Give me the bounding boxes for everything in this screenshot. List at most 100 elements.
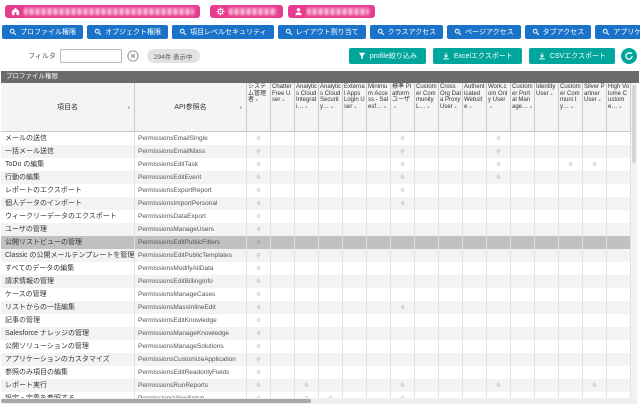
download-icon xyxy=(539,52,545,60)
table-row[interactable]: Salesforce ナレッジの管理 PermissionsManageKnowl… xyxy=(1,327,631,340)
permission-cell xyxy=(511,236,535,249)
permission-cell xyxy=(607,210,631,223)
column-header-profile-10[interactable]: Work.com Only User▲ xyxy=(487,83,511,131)
permission-cell xyxy=(391,366,415,379)
table-row[interactable]: アプリケーションのカスタマイズ PermissionsCustomizeAppli… xyxy=(1,353,631,366)
permission-cell xyxy=(511,366,535,379)
clear-filter-button[interactable] xyxy=(127,50,139,62)
permission-cell xyxy=(415,171,439,184)
nav-object-permissions-button[interactable]: オブジェクト権限 xyxy=(87,25,168,39)
permission-granted-mark: ○ xyxy=(247,249,271,262)
permission-cell xyxy=(535,314,559,327)
column-header-profile-7[interactable]: Customer Community L…▲ xyxy=(415,83,439,131)
table-row[interactable]: リストからの一括編集 PermissionsMassInlineEdit ○ ○ xyxy=(1,301,631,314)
nav-profile-permissions-button[interactable]: プロファイル権限 xyxy=(2,25,83,39)
profile-permissions-table: 項目名 ▲ API参照名 ▲ システム管理者▲ Chatter Free User▲ Ana… xyxy=(1,83,637,404)
permission-cell xyxy=(463,353,487,366)
column-header-profile-2[interactable]: Analytics Cloud Integrati…▲ xyxy=(295,83,319,131)
permission-cell xyxy=(415,249,439,262)
table-row[interactable]: レポートのエクスポート PermissionsExportReport ○ ○ xyxy=(1,184,631,197)
table-row[interactable]: ウィークリーデータのエクスポート PermissionsDataExport ○ xyxy=(1,210,631,223)
permission-cell xyxy=(271,132,295,145)
profile-filter-button[interactable]: profile絞り込み xyxy=(348,48,426,64)
permission-label: ウィークリーデータのエクスポート xyxy=(1,210,135,223)
table-row[interactable]: 参照のみ項目の編集 PermissionsEditReadonlyFields ○ xyxy=(1,366,631,379)
table-row[interactable]: 公開リストビューの管理 PermissionsEditPublicFilters ○ xyxy=(1,236,631,249)
nav-tab-access-button[interactable]: タブアクセス xyxy=(524,25,592,39)
refresh-button[interactable] xyxy=(621,48,637,64)
column-header-profile-13[interactable]: Customer Communi ty…▲ xyxy=(559,83,583,131)
table-row[interactable]: 請求情報の管理 PermissionsEditBillingInfo ○ xyxy=(1,275,631,288)
permission-cell xyxy=(415,366,439,379)
permission-cell xyxy=(487,314,511,327)
table-row[interactable]: 記事の管理 PermissionsEditKnowledge ○ xyxy=(1,314,631,327)
table-row[interactable]: ユーザの管理 PermissionsManageUsers ○ xyxy=(1,223,631,236)
column-header-profile-5[interactable]: Minimum Access - Salesf…▲ xyxy=(367,83,391,131)
permission-cell xyxy=(271,288,295,301)
column-header-item-name[interactable]: 項目名 ▲ xyxy=(1,83,135,131)
column-header-profile-11[interactable]: Customer Portal Manage…▲ xyxy=(511,83,535,131)
table-row[interactable]: 設定・定義を参照するPermissionsViewSetup○○○○ xyxy=(1,392,631,398)
permission-cell xyxy=(415,301,439,314)
permission-cell xyxy=(415,236,439,249)
column-header-profile-6[interactable]: 標準 Platform ユーザ▲ xyxy=(391,83,415,131)
column-header-profile-9[interactable]: Authenticated Website▲ xyxy=(463,83,487,131)
permission-cell xyxy=(535,236,559,249)
funnel-icon xyxy=(358,52,366,60)
column-header-profile-12[interactable]: Identity User▲ xyxy=(535,83,559,131)
table-row[interactable]: レポート実行 PermissionsRunReports ○ ○ ○ ○ ○ xyxy=(1,379,631,392)
environment-badge[interactable] xyxy=(210,4,283,18)
user-badge[interactable] xyxy=(288,4,375,18)
nav-field-level-security-button[interactable]: 項目レベルセキュリティ xyxy=(172,25,274,39)
permission-cell xyxy=(295,275,319,288)
permission-cell xyxy=(463,314,487,327)
permission-cell xyxy=(511,184,535,197)
permission-granted-mark: ○ xyxy=(247,353,271,366)
column-header-profile-0[interactable]: システム管理者▲ xyxy=(247,83,271,131)
permission-cell xyxy=(271,184,295,197)
column-header-profile-3[interactable]: Analytics Cloud Security…▲ xyxy=(319,83,343,131)
permission-cell xyxy=(535,158,559,171)
table-row[interactable]: メールの送信 PermissionsEmailSingle ○ ○ ○ xyxy=(1,132,631,145)
nav-application-access-button[interactable]: アプリケーションアクセス xyxy=(595,25,640,39)
column-header-profile-14[interactable]: Silver Partner User▲ xyxy=(583,83,607,131)
permission-cell xyxy=(559,171,583,184)
permission-cell xyxy=(487,210,511,223)
sort-arrow-icon: ▲ xyxy=(304,104,309,110)
permission-cell xyxy=(487,340,511,353)
permission-cell xyxy=(319,145,343,158)
permission-cell xyxy=(439,379,463,392)
table-row[interactable]: 行動の編集 PermissionsEditEvent ○ ○ ○ xyxy=(1,171,631,184)
column-header-profile-15[interactable]: High Volume Custome…▲ xyxy=(607,83,631,131)
table-row[interactable]: Classic の公開メールテンプレートを管理 PermissionsEditPu… xyxy=(1,249,631,262)
column-header-api-name[interactable]: API参照名 ▲ xyxy=(135,83,247,131)
table-row[interactable]: 個人データのインポート PermissionsImportPersonal ○ ○ xyxy=(1,197,631,210)
excel-export-button[interactable]: Excelエクスポート xyxy=(432,48,522,64)
table-row[interactable]: ケースの管理 PermissionsManageCases ○ xyxy=(1,288,631,301)
table-row[interactable]: すべてのデータの編集 PermissionsModifyAllData ○ xyxy=(1,262,631,275)
nav-page-access-button[interactable]: ページアクセス xyxy=(447,25,521,39)
column-header-profile-1[interactable]: Chatter Free User▲ xyxy=(271,83,295,131)
permission-cell xyxy=(439,223,463,236)
column-header-profile-8[interactable]: Cross Org Data Proxy User▲ xyxy=(439,83,463,131)
vertical-scrollbar[interactable] xyxy=(631,83,637,398)
horizontal-scrollbar[interactable] xyxy=(1,398,637,404)
permission-cell xyxy=(295,132,319,145)
table-row[interactable]: 公開ソリューションの管理 PermissionsManageSolutions ○ xyxy=(1,340,631,353)
permission-api-name: PermissionsViewSetup xyxy=(135,392,247,398)
csv-export-button[interactable]: CSVエクスポート xyxy=(528,48,615,64)
org-badge[interactable] xyxy=(5,4,200,18)
permission-granted-mark: ○ xyxy=(247,145,271,158)
user-icon xyxy=(295,7,302,15)
table-row[interactable]: ToDo の編集 PermissionsEditTask ○ ○ ○ ○ ○ xyxy=(1,158,631,171)
table-row[interactable]: 一括メール送信 PermissionsEmailMass ○ ○ ○ xyxy=(1,145,631,158)
filter-input[interactable] xyxy=(59,49,122,63)
permission-cell xyxy=(559,132,583,145)
permission-label: ユーザの管理 xyxy=(1,223,135,236)
column-header-profile-4[interactable]: External Apps Login User▲ xyxy=(343,83,367,131)
vertical-scrollbar-thumb[interactable] xyxy=(632,85,636,163)
nav-class-access-button[interactable]: クラスアクセス xyxy=(369,25,444,39)
permission-label: ケースの管理 xyxy=(1,288,135,301)
table-body: メールの送信 PermissionsEmailSingle ○ ○ ○ 一括メール送信 Pe… xyxy=(1,132,631,398)
nav-layout-assignment-button[interactable]: レイアウト割り当て xyxy=(277,25,366,39)
